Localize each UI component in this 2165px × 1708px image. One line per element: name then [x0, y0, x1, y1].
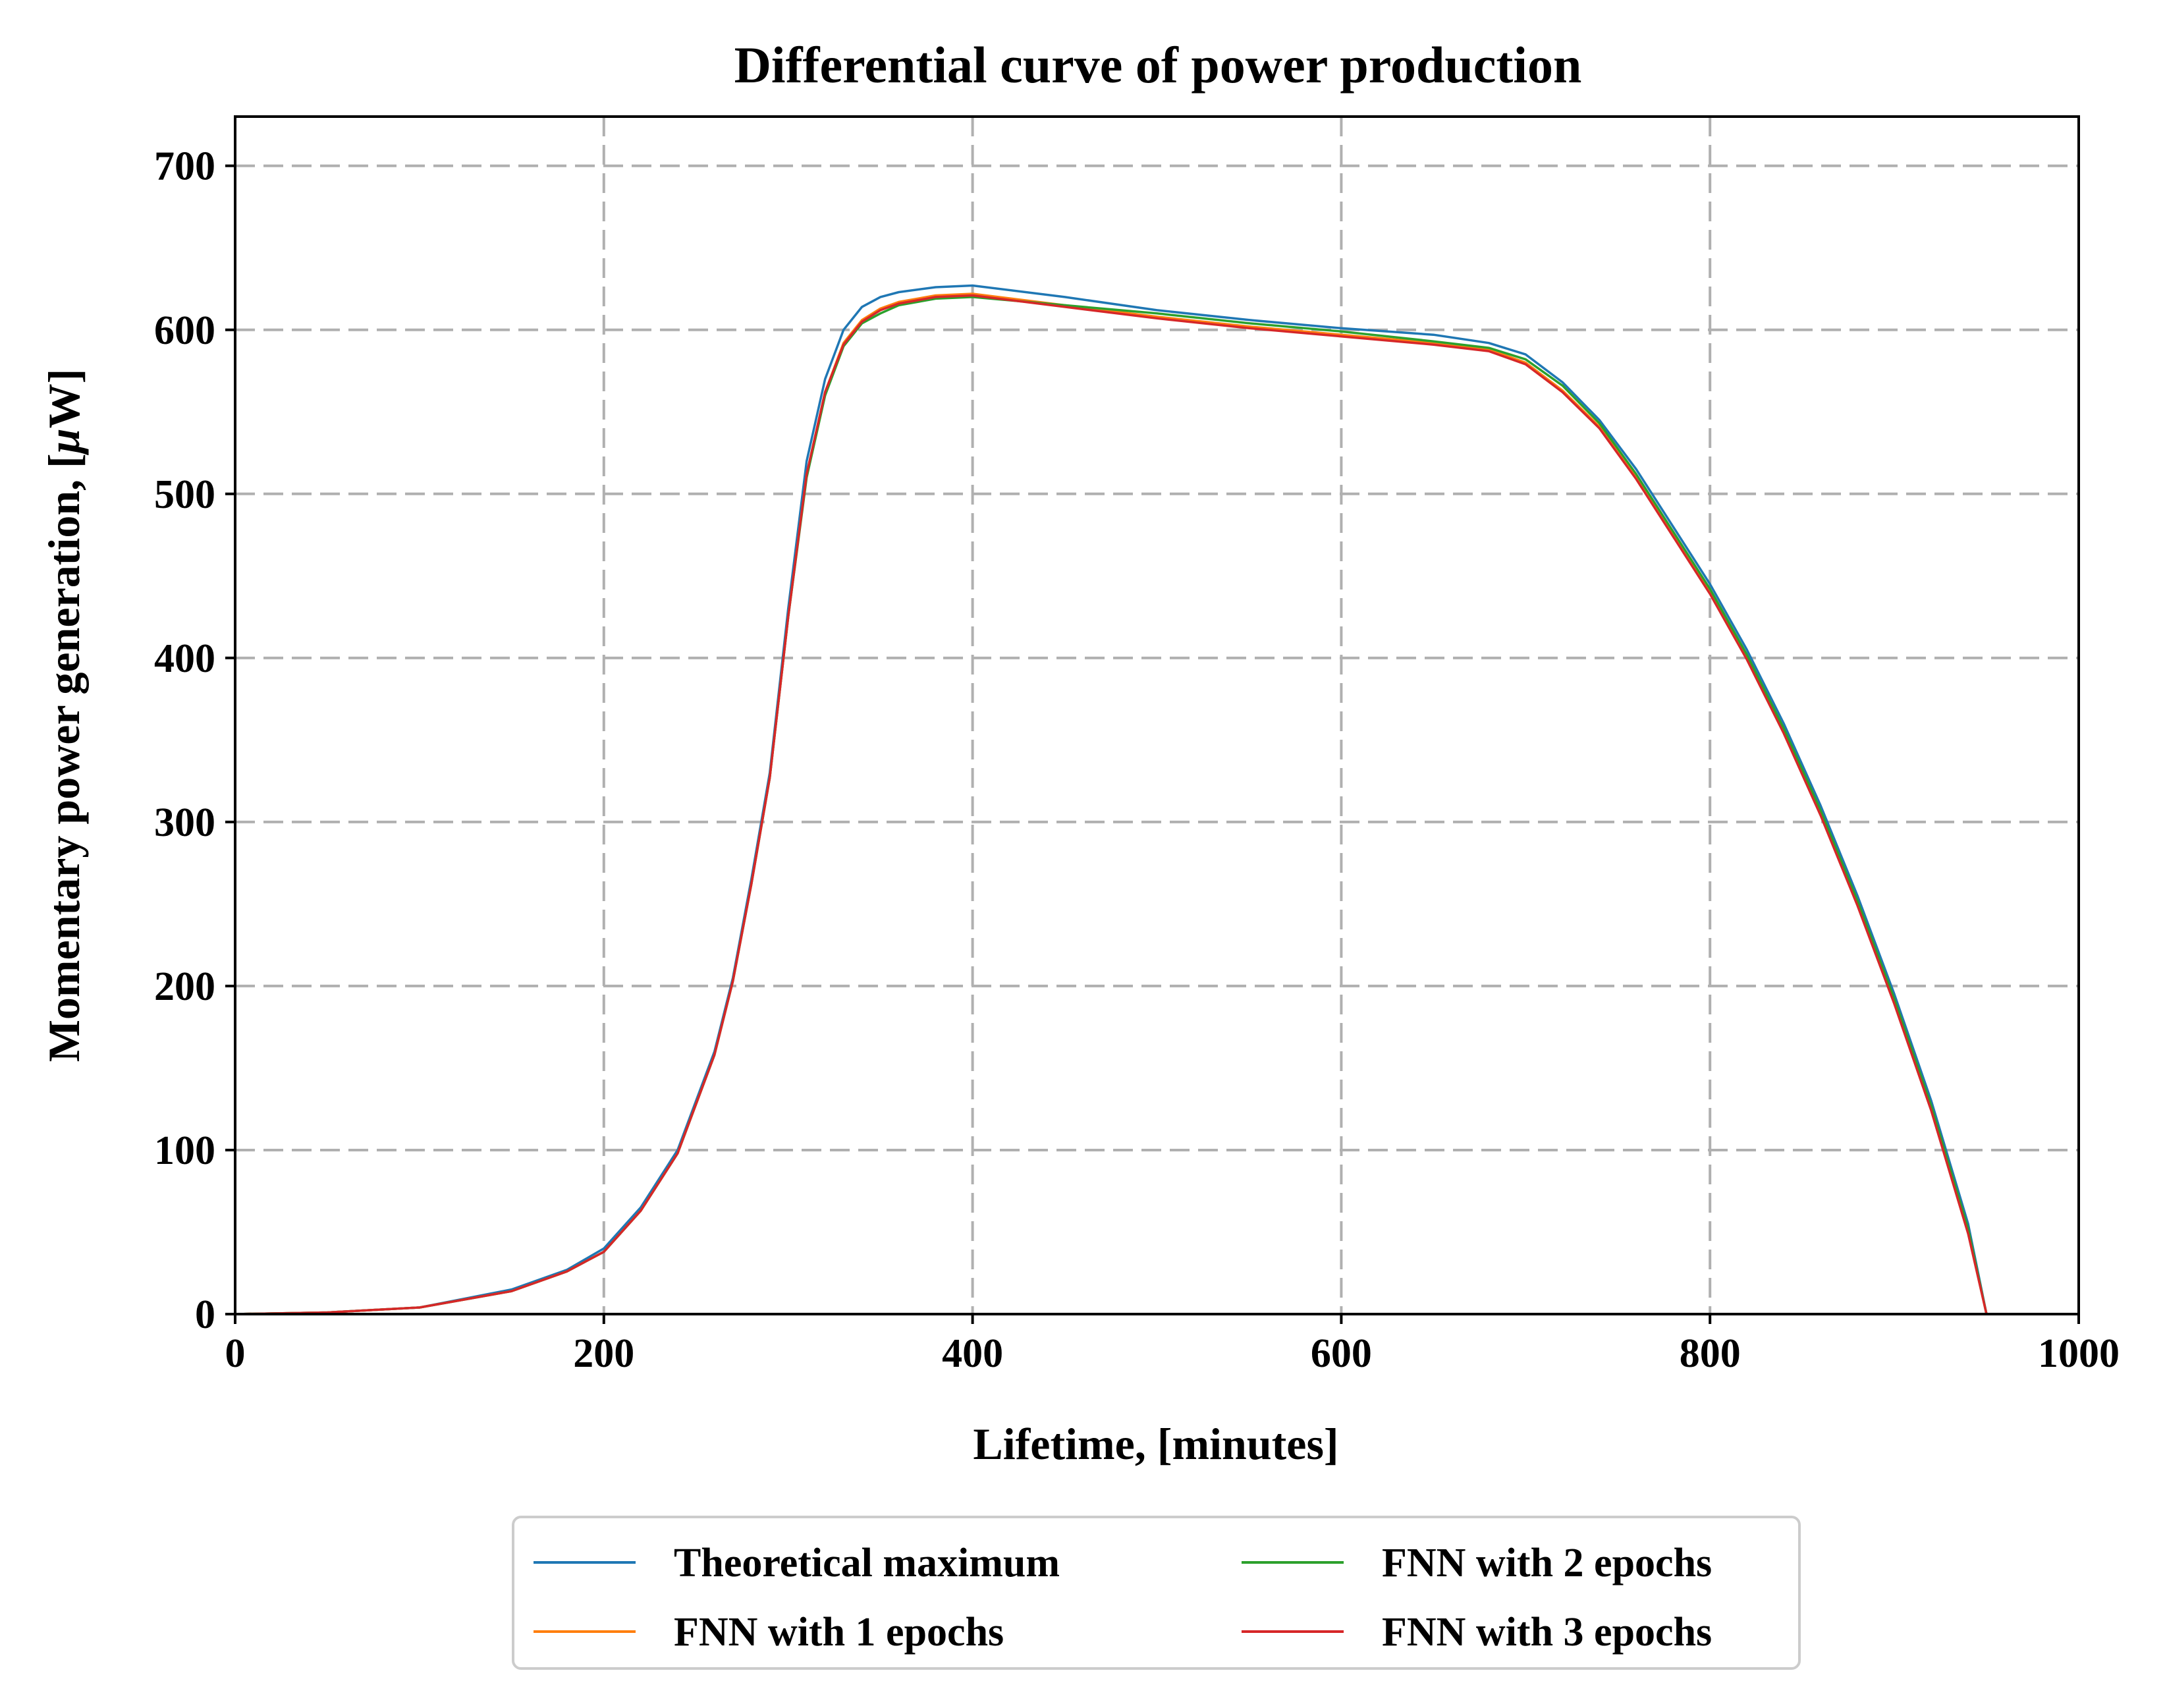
grid-lines [235, 117, 2079, 1314]
y-tick-label: 0 [195, 1292, 215, 1337]
y-axis-label-suffix: W] [39, 369, 89, 429]
x-tick-label: 1000 [2038, 1331, 2120, 1376]
series-line-4 [234, 294, 1988, 1315]
y-axis-ticks: 0 100 200 300 400 500 600 700 [154, 144, 235, 1337]
series-line-2 [234, 292, 1988, 1315]
y-axis-label-prefix: Momentary power generation, [ [39, 453, 89, 1062]
x-tick-label: 400 [942, 1331, 1003, 1376]
series-lines [234, 284, 1988, 1315]
y-tick-label: 500 [154, 472, 215, 517]
x-tick-label: 800 [1680, 1331, 1741, 1376]
y-tick-label: 200 [154, 964, 215, 1009]
series-line-1 [234, 284, 1988, 1315]
legend-label-2: FNN with 1 epochs [674, 1610, 1004, 1655]
x-axis-label: Lifetime, [minutes] [973, 1419, 1338, 1469]
x-tick-label: 0 [225, 1331, 246, 1376]
y-tick-label: 300 [154, 800, 215, 845]
legend-label-1: Theoretical maximum [674, 1541, 1060, 1585]
legend-label-3: FNN with 2 epochs [1382, 1541, 1712, 1585]
plot-frame [234, 115, 2080, 1315]
x-tick-label: 200 [573, 1331, 634, 1376]
x-tick-label: 600 [1311, 1331, 1372, 1376]
y-tick-label: 100 [154, 1128, 215, 1173]
legend-box [512, 1516, 1801, 1670]
x-axis-ticks: 0 200 400 600 800 1000 [225, 1314, 2120, 1376]
y-axis-label-mu: μ [39, 428, 89, 455]
chart-title: Differential curve of power production [734, 36, 1582, 94]
y-tick-label: 600 [154, 308, 215, 353]
legend-label-4: FNN with 3 epochs [1382, 1610, 1712, 1655]
series-line-3 [234, 296, 1988, 1315]
y-tick-label: 700 [154, 144, 215, 189]
y-tick-label: 400 [154, 636, 215, 681]
y-axis-label: Momentary power generation, [μW] [39, 369, 89, 1062]
legend: Theoretical maximum FNN with 1 epochs FNN … [512, 1516, 1801, 1670]
